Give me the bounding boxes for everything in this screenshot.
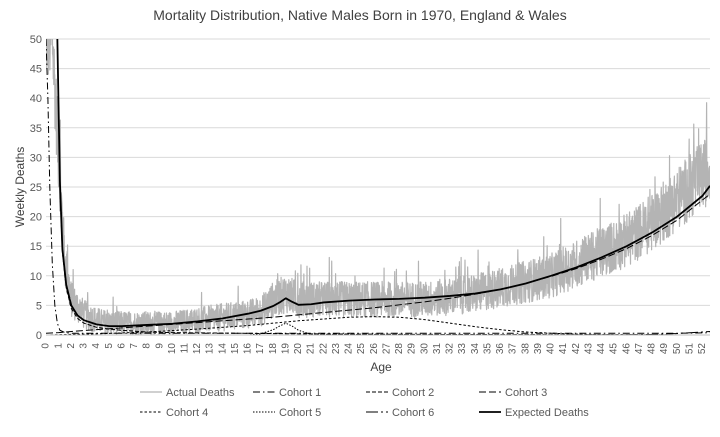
x-tick-label: 46 [621, 343, 632, 355]
x-tick-label: 42 [571, 343, 582, 355]
series-layer [46, 39, 710, 335]
y-tick-label: 35 [30, 123, 42, 135]
y-tick-label: 15 [30, 241, 42, 253]
y-tick-label: 25 [30, 182, 42, 194]
y-tick-label: 0 [36, 330, 42, 342]
series-line-actual-deaths [46, 39, 710, 335]
series-line-cohort-3 [46, 193, 710, 334]
x-tick-label: 29 [407, 343, 418, 355]
x-tick-label: 12 [192, 343, 203, 355]
y-tick-label: 50 [30, 34, 42, 46]
series-line-cohort-1 [46, 39, 710, 334]
x-tick-label: 27 [381, 343, 392, 355]
x-tick-label: 24 [344, 343, 355, 355]
x-tick-label: 44 [596, 343, 607, 355]
legend-label: Cohort 6 [392, 407, 434, 419]
x-tick-label: 50 [672, 343, 683, 355]
y-tick-label: 40 [30, 93, 42, 105]
x-tick-label: 16 [243, 343, 254, 355]
legend-label: Cohort 4 [166, 407, 208, 419]
x-tick-label: 48 [647, 343, 658, 355]
x-tick-label: 34 [470, 343, 481, 355]
x-tick-label: 22 [318, 343, 329, 355]
y-tick-label: 30 [30, 152, 42, 164]
x-tick-label: 36 [495, 343, 506, 355]
legend-label: Actual Deaths [166, 387, 235, 399]
x-tick-label: 37 [508, 343, 519, 355]
x-tick-label: 40 [546, 343, 557, 355]
x-tick-label: 6 [116, 343, 127, 349]
x-tick-label: 32 [445, 343, 456, 355]
x-tick-label: 23 [331, 343, 342, 355]
y-axis-label: Weekly Deaths [13, 147, 27, 227]
x-tick-label: 38 [520, 343, 531, 355]
legend: Actual Deaths Cohort 1 Cohort 2 Cohort 3 Coh… [140, 387, 589, 419]
x-tick-label: 8 [142, 343, 153, 349]
x-tick-label: 17 [255, 343, 266, 355]
series-line-cohort-2 [56, 39, 710, 335]
x-tick-label: 10 [167, 343, 178, 355]
x-tick-label: 15 [230, 343, 241, 355]
x-tick-label: 7 [129, 343, 140, 349]
x-tick-label: 51 [684, 343, 695, 355]
y-tick-label: 45 [30, 64, 42, 76]
x-axis-label: Age [370, 360, 392, 374]
x-tick-label: 30 [419, 343, 430, 355]
y-tick-label: 20 [30, 212, 42, 224]
x-tick-label: 21 [306, 343, 317, 355]
chart-title: Mortality Distribution, Native Males Bor… [153, 7, 566, 23]
x-tick-label: 3 [79, 343, 90, 349]
x-tick-label: 26 [369, 343, 380, 355]
x-tick-label: 39 [533, 343, 544, 355]
x-tick-label: 13 [205, 343, 216, 355]
y-tick-labels: 0 5 10 15 20 25 30 35 40 45 50 [30, 34, 42, 342]
legend-label: Expected Deaths [505, 407, 589, 419]
legend-label: Cohort 2 [392, 387, 434, 399]
gridlines [46, 38, 710, 306]
series-line-cohort-4 [46, 316, 710, 335]
series-line-expected-deaths [56, 39, 710, 328]
x-tick-labels: 0 1 2 3 4 5 6 7 8 9 10 11 12 13 14 15 16 17 18 19 20 21 22 23 24… [41, 343, 708, 355]
x-tick-label: 31 [432, 343, 443, 355]
x-tick-label: 33 [457, 343, 468, 355]
x-tick-label: 20 [293, 343, 304, 355]
x-tick-label: 35 [482, 343, 493, 355]
x-tick-label: 47 [634, 343, 645, 355]
x-tick-label: 25 [356, 343, 367, 355]
x-tick-label: 14 [217, 343, 228, 355]
x-tick-label: 28 [394, 343, 405, 355]
legend-label: Cohort 5 [279, 407, 321, 419]
x-tick-label: 19 [280, 343, 291, 355]
x-tick-label: 2 [66, 343, 77, 349]
y-tick-label: 10 [30, 271, 42, 283]
x-tick-label: 52 [697, 343, 708, 355]
x-tick-label: 5 [104, 343, 115, 349]
y-tick-label: 5 [36, 300, 42, 312]
legend-label: Cohort 1 [279, 387, 321, 399]
x-tick-label: 45 [609, 343, 620, 355]
x-tick-label: 43 [583, 343, 594, 355]
x-tick-label: 41 [558, 343, 569, 355]
x-tick-label: 9 [154, 343, 165, 349]
x-tick-label: 1 [53, 343, 64, 349]
legend-label: Cohort 3 [505, 387, 547, 399]
x-tick-label: 4 [91, 343, 102, 349]
x-tick-label: 49 [659, 343, 670, 355]
x-tick-label: 0 [41, 343, 52, 349]
x-tick-label: 18 [268, 343, 279, 355]
x-tick-label: 11 [179, 343, 190, 354]
series-line-cohort-5 [46, 322, 710, 335]
